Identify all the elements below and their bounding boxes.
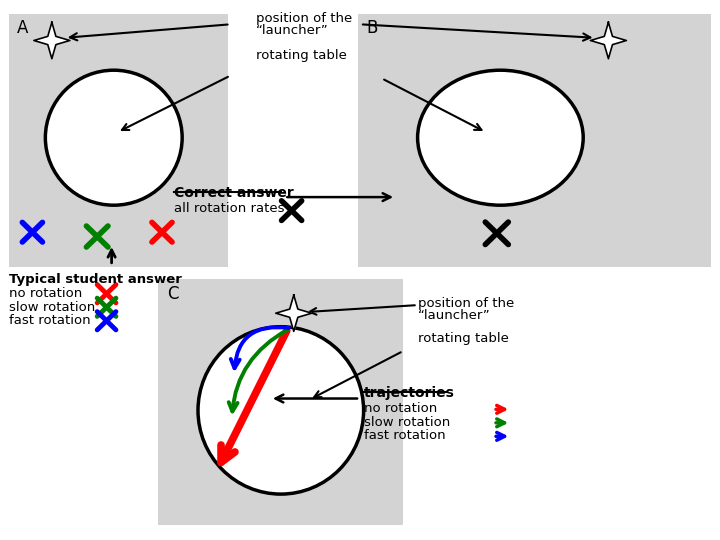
Text: “launcher”: “launcher”: [256, 24, 328, 37]
Text: slow rotation: slow rotation: [364, 416, 450, 429]
Text: A: A: [17, 19, 29, 37]
Polygon shape: [276, 295, 312, 332]
Bar: [358, 14, 711, 267]
Text: slow rotation: slow rotation: [9, 301, 95, 314]
Bar: [9, 14, 228, 267]
Text: position of the: position of the: [418, 297, 514, 310]
Text: fast rotation: fast rotation: [9, 314, 90, 327]
Bar: [158, 279, 403, 525]
Text: “launcher”: “launcher”: [418, 309, 490, 322]
Text: B: B: [366, 19, 378, 37]
Text: Correct answer: Correct answer: [174, 186, 294, 200]
Text: no rotation: no rotation: [364, 402, 437, 415]
Polygon shape: [590, 22, 626, 59]
Text: all rotation rates: all rotation rates: [174, 202, 284, 215]
Text: rotating table: rotating table: [418, 332, 508, 345]
Text: trajectories: trajectories: [364, 386, 454, 400]
Text: position of the: position of the: [256, 12, 352, 25]
Text: no rotation: no rotation: [9, 287, 82, 300]
Ellipse shape: [45, 70, 182, 205]
Text: Typical student answer: Typical student answer: [9, 273, 181, 286]
Ellipse shape: [198, 327, 364, 494]
Text: C: C: [167, 285, 179, 302]
Text: fast rotation: fast rotation: [364, 429, 445, 442]
Ellipse shape: [418, 70, 583, 205]
Polygon shape: [34, 22, 70, 59]
Text: rotating table: rotating table: [256, 49, 346, 62]
